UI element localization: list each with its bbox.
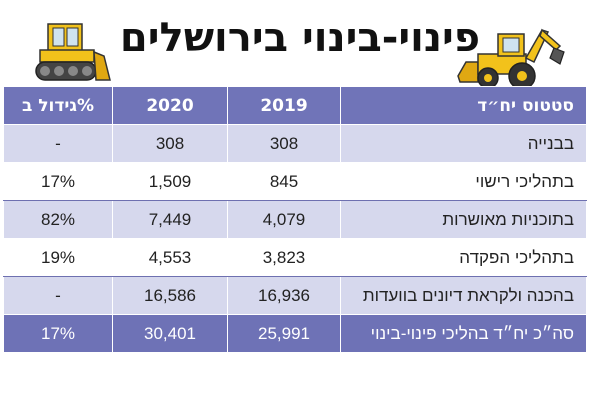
cell-2020: 1,509 — [112, 162, 228, 201]
cell-2019: 16,936 — [227, 276, 341, 315]
housing-units-table: גידול ב% 2020 2019 סטטוס יח״ד - 308 308 … — [3, 86, 587, 353]
cell-2020: 7,449 — [112, 200, 228, 239]
backhoe-loader-icon — [457, 28, 565, 90]
table-header-row: גידול ב% 2020 2019 סטטוס יח״ד — [3, 86, 587, 125]
total-2019: 25,991 — [227, 314, 341, 353]
cell-2019: 845 — [227, 162, 341, 201]
cell-growth: 17% — [3, 162, 113, 201]
header-2019: 2019 — [227, 86, 341, 125]
page-title: פינוי-בינוי בירושלים — [119, 15, 481, 61]
cell-status: בתהליכי רישוי — [340, 162, 587, 201]
cell-2020: 308 — [112, 124, 228, 163]
cell-2020: 16,586 — [112, 276, 228, 315]
cell-2019: 308 — [227, 124, 341, 163]
table-row: - 308 308 בבנייה — [3, 124, 587, 163]
cell-growth: 82% — [3, 200, 113, 239]
table-row: - 16,586 16,936 בהכנה ולקראת דיונים בווע… — [3, 276, 587, 315]
table-row: 82% 7,449 4,079 בתוכניות מאושרות — [3, 200, 587, 239]
table-row: 17% 1,509 845 בתהליכי רישוי — [3, 162, 587, 201]
cell-status: בתוכניות מאושרות — [340, 200, 587, 239]
header-2020: 2020 — [112, 86, 228, 125]
cell-growth: 19% — [3, 238, 113, 277]
total-growth: 17% — [3, 314, 113, 353]
total-status: סה״כ יח״ד בהליכי פינוי-בינוי — [340, 314, 587, 353]
cell-2019: 4,079 — [227, 200, 341, 239]
cell-growth: - — [3, 124, 113, 163]
cell-status: בתהליכי הפקדה — [340, 238, 587, 277]
cell-2020: 4,553 — [112, 238, 228, 277]
table-total-row: 17% 30,401 25,991 סה״כ יח״ד בהליכי פינוי… — [3, 314, 587, 353]
bulldozer-icon — [35, 23, 111, 81]
total-2020: 30,401 — [112, 314, 228, 353]
cell-status: בבנייה — [340, 124, 587, 163]
header-growth: גידול ב% — [3, 86, 113, 125]
header-status: סטטוס יח״ד — [340, 86, 587, 125]
table-row: 19% 4,553 3,823 בתהליכי הפקדה — [3, 238, 587, 277]
cell-growth: - — [3, 276, 113, 315]
cell-2019: 3,823 — [227, 238, 341, 277]
cell-status: בהכנה ולקראת דיונים בוועדות — [340, 276, 587, 315]
